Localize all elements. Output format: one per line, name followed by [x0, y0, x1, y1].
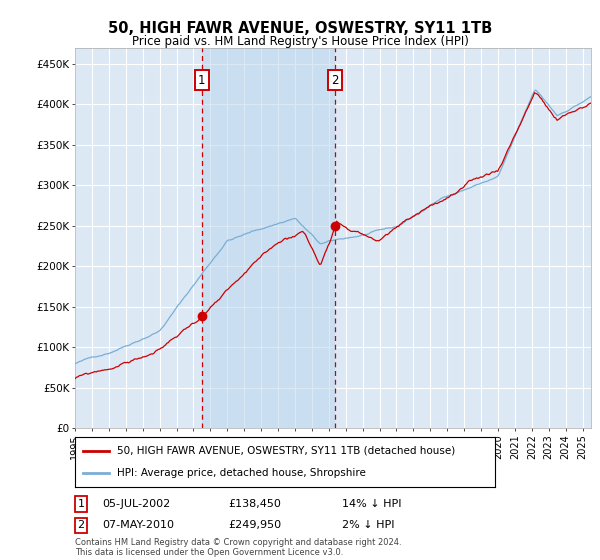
Text: £249,950: £249,950: [228, 520, 281, 530]
Text: 2: 2: [77, 520, 85, 530]
Text: 14% ↓ HPI: 14% ↓ HPI: [342, 499, 401, 509]
Text: 2: 2: [331, 73, 338, 86]
Text: Contains HM Land Registry data © Crown copyright and database right 2024.
This d: Contains HM Land Registry data © Crown c…: [75, 538, 401, 557]
Text: Price paid vs. HM Land Registry's House Price Index (HPI): Price paid vs. HM Land Registry's House …: [131, 35, 469, 48]
Text: 2% ↓ HPI: 2% ↓ HPI: [342, 520, 395, 530]
Bar: [202, 48, 335, 428]
Text: 50, HIGH FAWR AVENUE, OSWESTRY, SY11 1TB: 50, HIGH FAWR AVENUE, OSWESTRY, SY11 1TB: [108, 21, 492, 36]
Text: 05-JUL-2002: 05-JUL-2002: [102, 499, 170, 509]
Text: 07-MAY-2010: 07-MAY-2010: [102, 520, 174, 530]
Text: 1: 1: [198, 73, 206, 86]
Text: 1: 1: [77, 499, 85, 509]
Text: 50, HIGH FAWR AVENUE, OSWESTRY, SY11 1TB (detached house): 50, HIGH FAWR AVENUE, OSWESTRY, SY11 1TB…: [117, 446, 455, 456]
Text: £138,450: £138,450: [228, 499, 281, 509]
Text: HPI: Average price, detached house, Shropshire: HPI: Average price, detached house, Shro…: [117, 468, 366, 478]
